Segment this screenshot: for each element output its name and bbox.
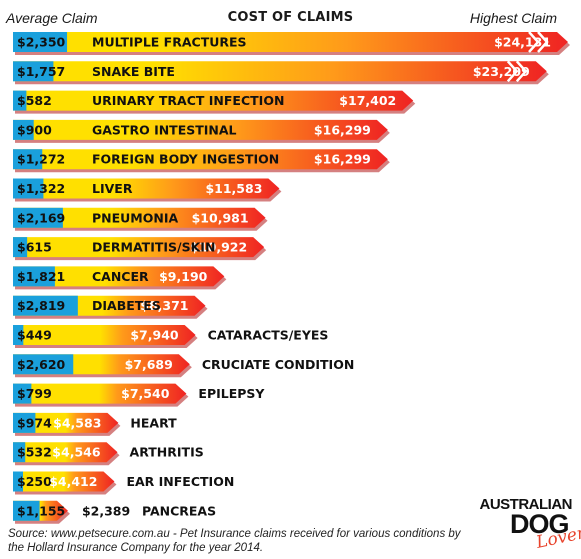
- highest-claim-label: $4,412: [49, 474, 97, 489]
- highest-claim-label: $10,981: [192, 210, 249, 225]
- average-claim-label: $2,620: [17, 357, 66, 372]
- chart-title: COST OF CLAIMS: [227, 10, 354, 25]
- category-label: EAR INFECTION: [126, 474, 234, 489]
- average-claim-bar: [13, 61, 54, 82]
- average-claim-bar: [13, 471, 23, 492]
- highest-claim-bar: [13, 266, 225, 287]
- category-label: EPILEPSY: [198, 386, 265, 401]
- highest-claim-label: $7,940: [130, 328, 179, 343]
- average-claim-bar: [13, 412, 36, 433]
- category-label: CANCER: [92, 269, 149, 284]
- australian-dog-lover-logo: AUSTRALIAN DOG Lover: [479, 496, 581, 556]
- average-claim-bar: [13, 383, 32, 404]
- average-claim-bar: [13, 354, 74, 375]
- category-label: MULTIPLE FRACTURES: [92, 35, 247, 50]
- average-claim-bar: [13, 32, 68, 52]
- average-claim-header: Average Claim: [6, 10, 98, 26]
- average-claim-label: $1,155: [17, 503, 65, 518]
- logo-line-2: DOG: [510, 509, 570, 539]
- average-claim-bar: [13, 119, 34, 140]
- highest-claim-header: Highest Claim: [469, 10, 557, 26]
- category-label: ARTHRITIS: [130, 445, 204, 460]
- highest-claim-label: $16,299: [314, 152, 371, 167]
- category-label: PANCREAS: [142, 503, 216, 518]
- average-claim-bar: [13, 207, 63, 228]
- highest-claim-bar: [13, 383, 187, 404]
- arrow-chevron: [515, 60, 528, 83]
- average-claim-label: $1,821: [17, 269, 65, 284]
- logo-line-1: AUSTRALIAN: [479, 496, 573, 513]
- category-label: DIABETES: [92, 298, 161, 313]
- highest-claim-label: $11,583: [205, 181, 262, 196]
- average-claim-bar: [13, 442, 26, 463]
- average-claim-label: $532: [17, 445, 52, 460]
- average-claim-bar: [13, 178, 44, 199]
- average-claim-label: $2,350: [17, 35, 66, 50]
- arrow-chevron: [537, 31, 549, 53]
- category-label: GASTRO INTESTINAL: [92, 122, 237, 137]
- category-label: HEART: [130, 415, 177, 430]
- average-claim-label: $799: [17, 386, 52, 401]
- average-claim-bar: [13, 266, 55, 287]
- category-label: DERMATITIS/SKIN: [92, 240, 215, 255]
- highest-claim-label: $4,546: [52, 445, 101, 460]
- highest-claim-label: $24,131: [494, 35, 551, 50]
- highest-claim-bar: [13, 207, 266, 228]
- average-claim-bar: [13, 295, 78, 316]
- category-label: CATARACTS/EYES: [208, 328, 329, 343]
- highest-claim-label: $9,190: [159, 269, 208, 284]
- highest-claim-bar: [13, 90, 414, 111]
- average-claim-label: $974: [17, 415, 52, 430]
- highest-claim-label: $16,299: [314, 122, 371, 137]
- category-label: PNEUMONIA: [92, 210, 178, 225]
- category-label: SNAKE BITE: [92, 64, 175, 79]
- highest-claim-bar: [13, 119, 388, 140]
- arrow-chevron: [506, 60, 519, 83]
- highest-claim-label: $2,389: [82, 503, 130, 518]
- highest-claim-bar: [13, 442, 118, 463]
- highest-claim-bar: [13, 237, 265, 258]
- average-claim-label: $1,757: [17, 64, 65, 79]
- average-claim-bar: [13, 325, 24, 345]
- highest-claim-label: $17,402: [339, 93, 396, 108]
- highest-claim-label: $23,209: [473, 64, 530, 79]
- average-claim-bar: [13, 149, 43, 170]
- highest-claim-bar: [13, 178, 280, 199]
- highest-claim-label: $7,689: [125, 357, 173, 372]
- average-claim-label: $615: [17, 240, 52, 255]
- average-claim-bar: [13, 500, 40, 521]
- highest-claim-label: $4,583: [53, 415, 101, 430]
- category-label: LIVER: [92, 181, 133, 196]
- highest-claim-bar: [13, 149, 388, 170]
- average-claim-label: $2,819: [17, 298, 65, 313]
- category-label: URINARY TRACT INFECTION: [92, 93, 284, 108]
- average-claim-label: $1,272: [17, 152, 65, 167]
- highest-claim-label: $10,922: [190, 240, 247, 255]
- average-claim-label: $449: [17, 328, 52, 343]
- highest-claim-bar: [13, 32, 568, 52]
- highest-claim-label: $7,540: [121, 386, 170, 401]
- highest-claim-bar: [13, 471, 115, 492]
- average-claim-bar: [13, 237, 28, 258]
- highest-claim-bar: [13, 412, 119, 433]
- category-label: FOREIGN BODY INGESTION: [92, 152, 279, 167]
- highest-claim-bar: [13, 61, 547, 82]
- average-claim-label: $250: [17, 474, 52, 489]
- category-label: CRUCIATE CONDITION: [202, 357, 354, 372]
- average-claim-label: $2,169: [17, 210, 65, 225]
- average-claim-label: $900: [17, 122, 52, 137]
- arrow-chevron: [528, 31, 540, 53]
- average-claim-label: $1,322: [17, 181, 65, 196]
- highest-claim-bar: [13, 325, 196, 345]
- average-claim-bar: [13, 90, 27, 111]
- source-note: Source: www.petsecure.com.au - Pet Insur…: [8, 528, 461, 554]
- average-claim-label: $582: [17, 93, 52, 108]
- highest-claim-label: $8,371: [140, 298, 188, 313]
